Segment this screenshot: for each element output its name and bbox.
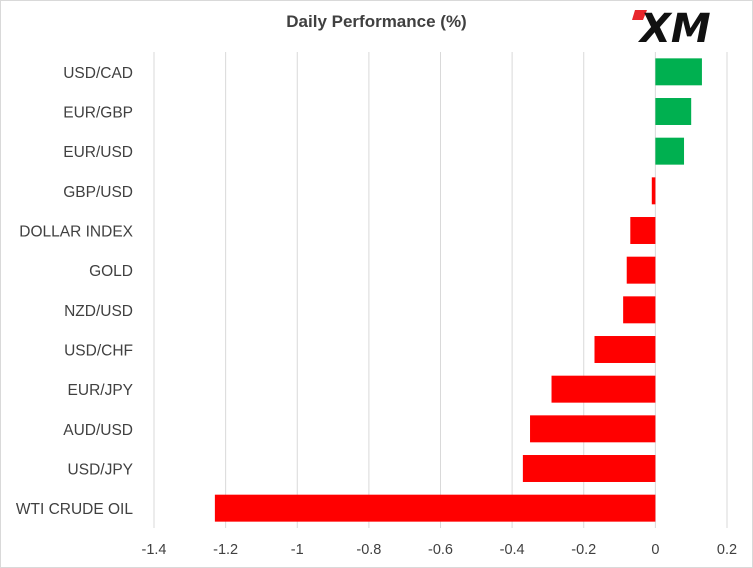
x-tick-label: -0.2 <box>571 542 596 558</box>
category-label: EUR/USD <box>63 144 133 161</box>
bar-aud-usd <box>530 415 656 443</box>
bar-eur-jpy <box>551 375 656 403</box>
category-label: GBP/USD <box>63 184 133 201</box>
category-label: DOLLAR INDEX <box>19 224 133 241</box>
category-label: EUR/JPY <box>68 382 133 399</box>
x-tick-label: 0.2 <box>717 542 737 558</box>
x-tick-label: -1.2 <box>213 542 238 558</box>
bar-wti-crude-oil <box>214 494 656 522</box>
bar-usd-chf <box>594 336 656 363</box>
gridlines <box>153 52 728 528</box>
bar-nzd-usd <box>623 296 656 324</box>
category-label: WTI CRUDE OIL <box>16 501 133 518</box>
logo-accent-stripe <box>632 10 647 20</box>
x-tick-label: -0.8 <box>356 542 381 558</box>
category-labels: USD/CAD EUR/GBP EUR/USD GBP/USD DOLLAR INDEX… <box>16 65 134 518</box>
bar-dollar-index <box>630 217 656 244</box>
bar-eur-gbp <box>655 98 692 125</box>
bar-gbp-usd <box>651 177 656 205</box>
logo-text: XM <box>637 6 711 48</box>
xm-logo-icon: XM <box>632 6 711 48</box>
category-label: USD/CAD <box>63 65 133 82</box>
category-label: USD/JPY <box>68 462 133 479</box>
category-label: USD/CHF <box>64 343 133 360</box>
category-label: EUR/GBP <box>63 105 133 122</box>
x-tick-label: -0.6 <box>428 542 453 558</box>
bars <box>214 58 702 522</box>
category-label: AUD/USD <box>63 422 133 439</box>
x-tick-label: -1.4 <box>142 542 167 558</box>
x-tick-label: -1 <box>291 542 304 558</box>
bar-gold <box>626 256 656 284</box>
category-label: GOLD <box>89 263 133 280</box>
category-label: NZD/USD <box>64 303 133 320</box>
bar-usd-cad <box>655 58 702 86</box>
bar-usd-jpy <box>522 455 656 482</box>
bar-eur-usd <box>655 137 685 165</box>
x-tick-label: 0 <box>651 542 659 558</box>
x-tick-label: -0.4 <box>500 542 525 558</box>
chart-title: Daily Performance (%) <box>286 12 467 31</box>
x-axis-tick-labels: -1.4 -1.2 -1 -0.8 -0.6 -0.4 -0.2 0 0.2 <box>142 542 738 558</box>
